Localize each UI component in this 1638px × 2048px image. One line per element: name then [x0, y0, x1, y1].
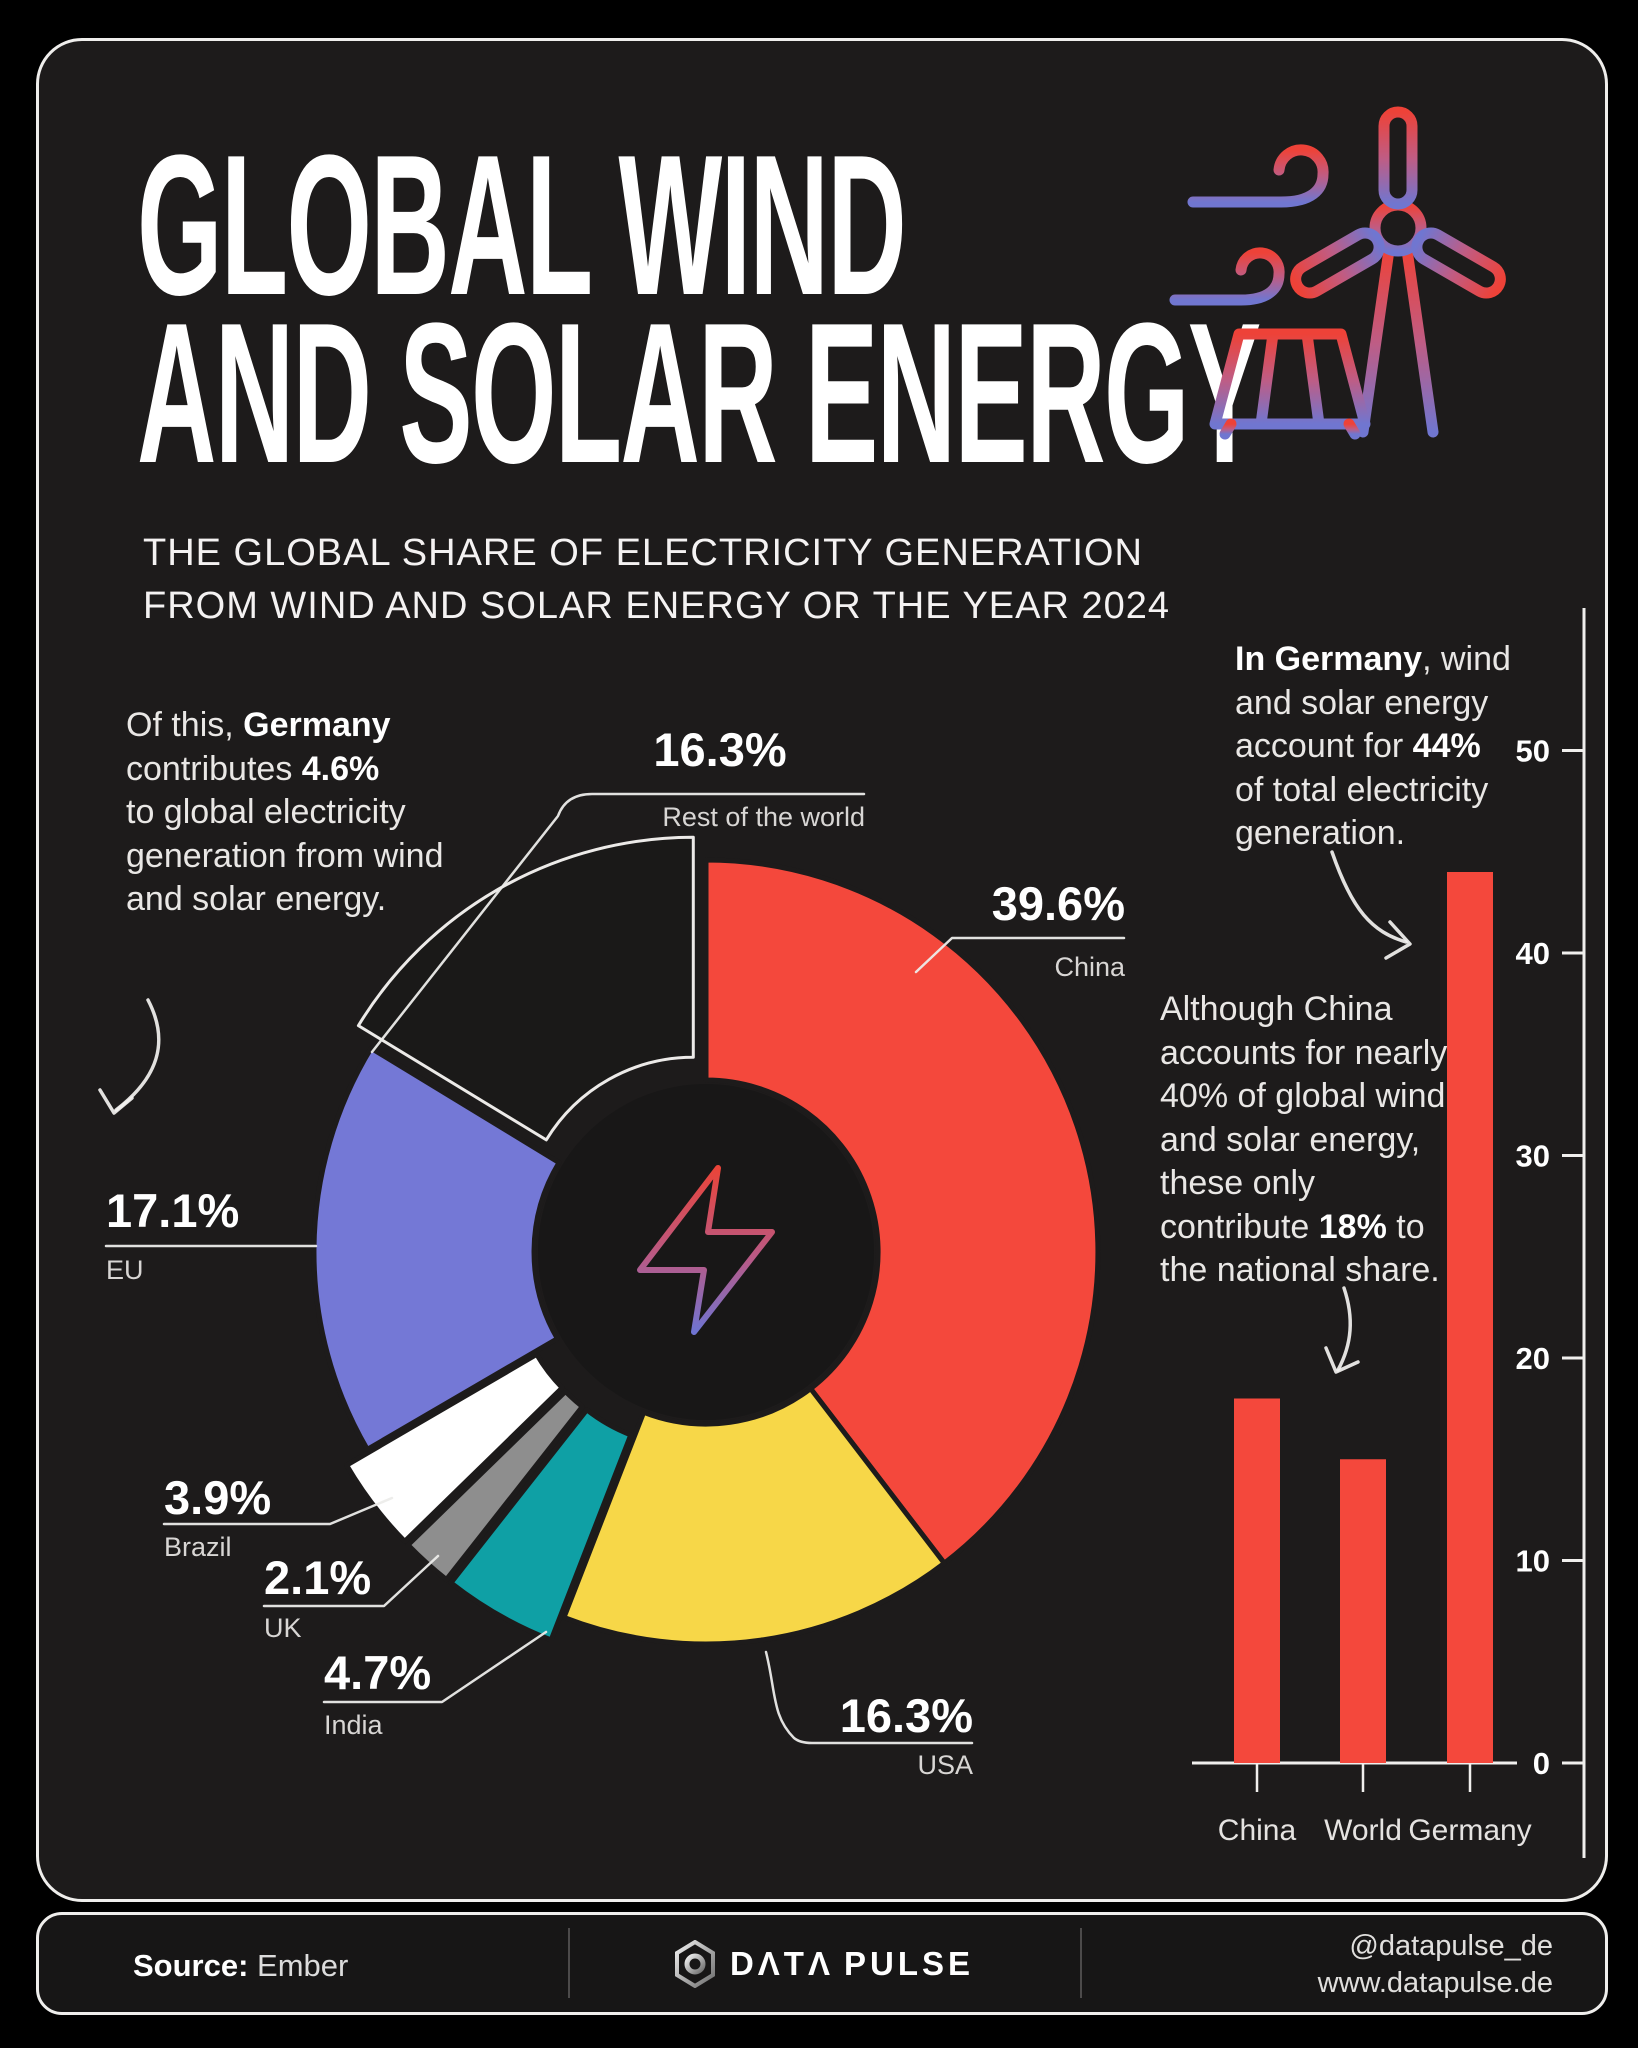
- bar-world: [1340, 1459, 1386, 1763]
- brand-text: DΛTΛ PULSE: [730, 1945, 974, 1983]
- annotation-germany-global-share: Of this, Germany contributes 4.6% to globa…: [126, 706, 444, 918]
- donut-slice-uk: [405, 1388, 585, 1583]
- brand-data: DΛTΛ: [729, 1944, 834, 1982]
- y-tick-label: 20: [1516, 1341, 1550, 1376]
- annotation-china-national-share: Although China accounts for nearly 40% of …: [1160, 990, 1448, 1289]
- label-usa-pct: 16.3%: [839, 1689, 973, 1742]
- donut-slice-china: [703, 857, 1101, 1566]
- brand-pulse: PULSE: [843, 1944, 975, 1982]
- y-tick-label: 10: [1516, 1544, 1550, 1579]
- website-url: www.datapulse.de: [1317, 1967, 1553, 1999]
- donut-center-disc: [538, 1084, 874, 1420]
- footer-divider-left: [568, 1928, 570, 1998]
- bar-china: [1234, 1398, 1280, 1763]
- donut-chart: [311, 835, 1101, 1647]
- y-tick-label: 30: [1516, 1139, 1550, 1174]
- label-eu-pct: 17.1%: [106, 1184, 240, 1237]
- hexagon-logo-icon: [674, 1939, 715, 1988]
- label-usa-name: USA: [917, 1750, 973, 1780]
- footer-bar: Source: Ember DΛTΛ PULSE @datapulse_de ww…: [36, 1912, 1608, 2015]
- y-tick-label: 0: [1533, 1746, 1550, 1781]
- social-handle: @datapulse_de: [1349, 1930, 1553, 1962]
- china-bar-arrow: [1336, 1286, 1352, 1372]
- donut-slice-usa: [561, 1386, 947, 1647]
- y-tick-label: 50: [1516, 734, 1550, 769]
- x-tick-label: China: [1218, 1814, 1297, 1847]
- datapulse-logo: DΛTΛ PULSE: [568, 1915, 1080, 2012]
- donut-slice-rest-of-the-world: [356, 835, 695, 1142]
- leader-line-brazil: [162, 1496, 394, 1526]
- title-line-1: GLOBAL WIND: [137, 114, 907, 337]
- x-tick-label: Germany: [1408, 1814, 1531, 1847]
- page-title: GLOBAL WIND AND SOLAR ENERGY: [137, 114, 1261, 505]
- germany-bar-arrow-head: [1384, 920, 1412, 960]
- social-links: @datapulse_de www.datapulse.de: [1318, 1928, 1553, 2002]
- donut-slice-brazil: [344, 1351, 565, 1544]
- label-india-pct: 4.7%: [324, 1646, 432, 1699]
- page-subtitle: THE GLOBAL SHARE OF ELECTRICITY GENERATI…: [143, 527, 1170, 633]
- label-brazil-name: Brazil: [164, 1532, 232, 1562]
- source-label: Source:: [133, 1948, 249, 1983]
- y-tick-label: 40: [1516, 936, 1550, 971]
- footer-divider-right: [1080, 1928, 1082, 1998]
- label-rotw-name: Rest of the world: [662, 802, 865, 832]
- china-bar-arrow-head: [1324, 1346, 1360, 1374]
- x-tick-label: World: [1324, 1814, 1402, 1847]
- subtitle-line-2: FROM WIND AND SOLAR ENERGY OR THE YEAR 2…: [143, 585, 1171, 627]
- annotation-arrows: [98, 850, 1412, 1374]
- bar-chart: 0 10 20 30 40 50 China World Germany: [1192, 608, 1586, 1858]
- eu-arrow: [114, 998, 161, 1112]
- label-china-name: China: [1054, 952, 1125, 982]
- lightning-bolt-icon: [637, 1165, 775, 1335]
- donut-slice-india: [448, 1407, 634, 1643]
- label-india-name: India: [324, 1710, 383, 1740]
- bar-germany: [1447, 872, 1493, 1763]
- germany-bar-arrow: [1330, 850, 1408, 944]
- annotation-germany-national-share: In Germany, wind and solar energy account …: [1235, 640, 1511, 852]
- title-line-2: AND SOLAR ENERGY: [137, 282, 1261, 505]
- label-eu-name: EU: [106, 1255, 144, 1285]
- label-uk-name: UK: [264, 1613, 302, 1643]
- source-value: Ember: [248, 1948, 349, 1983]
- label-rotw-pct: 16.3%: [653, 723, 787, 776]
- leader-line-usa: [764, 1650, 974, 1745]
- leader-line-china: [914, 936, 1126, 974]
- label-china-pct: 39.6%: [991, 877, 1125, 930]
- leader-line-uk: [262, 1554, 440, 1608]
- source-credit: Source: Ember: [133, 1948, 348, 1984]
- label-uk-pct: 2.1%: [264, 1551, 372, 1604]
- leader-line-india: [322, 1630, 548, 1704]
- label-brazil-pct: 3.9%: [164, 1471, 272, 1524]
- subtitle-line-1: THE GLOBAL SHARE OF ELECTRICITY GENERATI…: [143, 532, 1143, 574]
- wind-turbine-and-solar-panel-icon: [1169, 106, 1513, 440]
- donut-leader-lines: [104, 792, 1126, 1745]
- donut-slice-eu: [311, 1045, 562, 1452]
- eu-arrow-head: [98, 1088, 134, 1115]
- leader-line-rotw: [370, 792, 866, 1054]
